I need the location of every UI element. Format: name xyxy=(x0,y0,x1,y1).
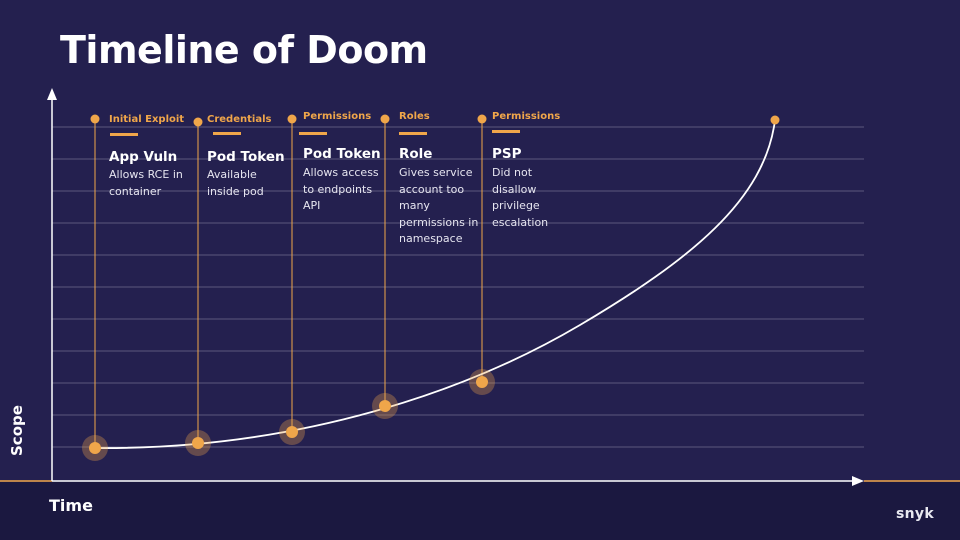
stage-top-dot xyxy=(90,114,100,124)
stage-description-line: Allows access xyxy=(303,166,379,179)
stage-description-line: Available xyxy=(207,168,257,181)
stage-description: Allows access to endpoints API xyxy=(303,165,379,215)
stage-tag: Permissions xyxy=(492,111,561,122)
stage-name: App Vuln xyxy=(109,149,178,165)
stage-description-line: API xyxy=(303,199,321,212)
stage-description: Gives service account too many permissions … xyxy=(399,165,478,248)
footer-band xyxy=(0,482,960,540)
stage-top-dots xyxy=(90,114,487,127)
stage-name: Pod Token xyxy=(207,149,285,165)
stage-description-line: inside pod xyxy=(207,184,264,198)
stage-description-line: disallow xyxy=(492,182,537,196)
stage-description-line: Allows RCE in xyxy=(109,168,183,181)
stage-tag: Credentials xyxy=(207,114,272,125)
y-axis-label: Scope xyxy=(8,405,26,456)
gridlines xyxy=(52,126,864,448)
stage-description-line: namespace xyxy=(399,232,463,245)
stage-description-line: container xyxy=(109,184,162,198)
stage-description-line: privilege xyxy=(492,199,540,212)
stage-name: PSP xyxy=(492,146,522,162)
stage-marker xyxy=(476,376,488,388)
curve-markers xyxy=(82,369,495,461)
stage-description: Did not disallow privilege escalation xyxy=(492,165,548,231)
growth-curve xyxy=(94,119,776,449)
y-axis-arrow xyxy=(47,88,57,100)
stage-tag: Initial Exploit xyxy=(109,114,185,125)
stage-dash xyxy=(399,132,427,135)
stage-description-line: Did not xyxy=(492,166,533,179)
stage-description: Available inside pod xyxy=(207,167,264,200)
stage-marker xyxy=(286,426,298,438)
stage-marker xyxy=(89,442,101,454)
stage-tag: Permissions xyxy=(303,111,372,122)
stage-stems xyxy=(94,119,483,448)
stage-dash xyxy=(299,132,327,135)
stage-description-line: escalation xyxy=(492,215,549,229)
x-axis-arrow xyxy=(852,476,864,486)
stage-description-line: Gives service xyxy=(399,166,473,179)
stage-description-line: to endpoints xyxy=(303,182,373,196)
slide-title: Timeline of Doom xyxy=(60,28,428,72)
stage-description-line: many xyxy=(399,199,430,212)
x-axis-label: Time xyxy=(49,496,93,515)
stage-tag: Roles xyxy=(399,111,430,122)
stage-dash xyxy=(213,132,241,135)
stage-top-dot xyxy=(380,114,390,124)
stage-marker xyxy=(379,400,391,412)
stage-top-dot xyxy=(477,114,487,124)
stage-description: Allows RCE in container xyxy=(109,167,183,200)
stage-dash xyxy=(110,133,138,136)
stage-marker xyxy=(192,437,204,449)
stage-top-dot xyxy=(287,114,297,124)
curve-end-dot xyxy=(770,115,780,125)
stage-description-line: account too xyxy=(399,182,465,196)
stage-name: Role xyxy=(399,146,433,162)
snyk-logo: snyk xyxy=(896,506,934,522)
stage-dash xyxy=(492,130,520,133)
stage-name: Pod Token xyxy=(303,146,381,162)
stage-top-dot xyxy=(193,117,203,127)
stage-description-line: permissions in xyxy=(399,215,479,229)
